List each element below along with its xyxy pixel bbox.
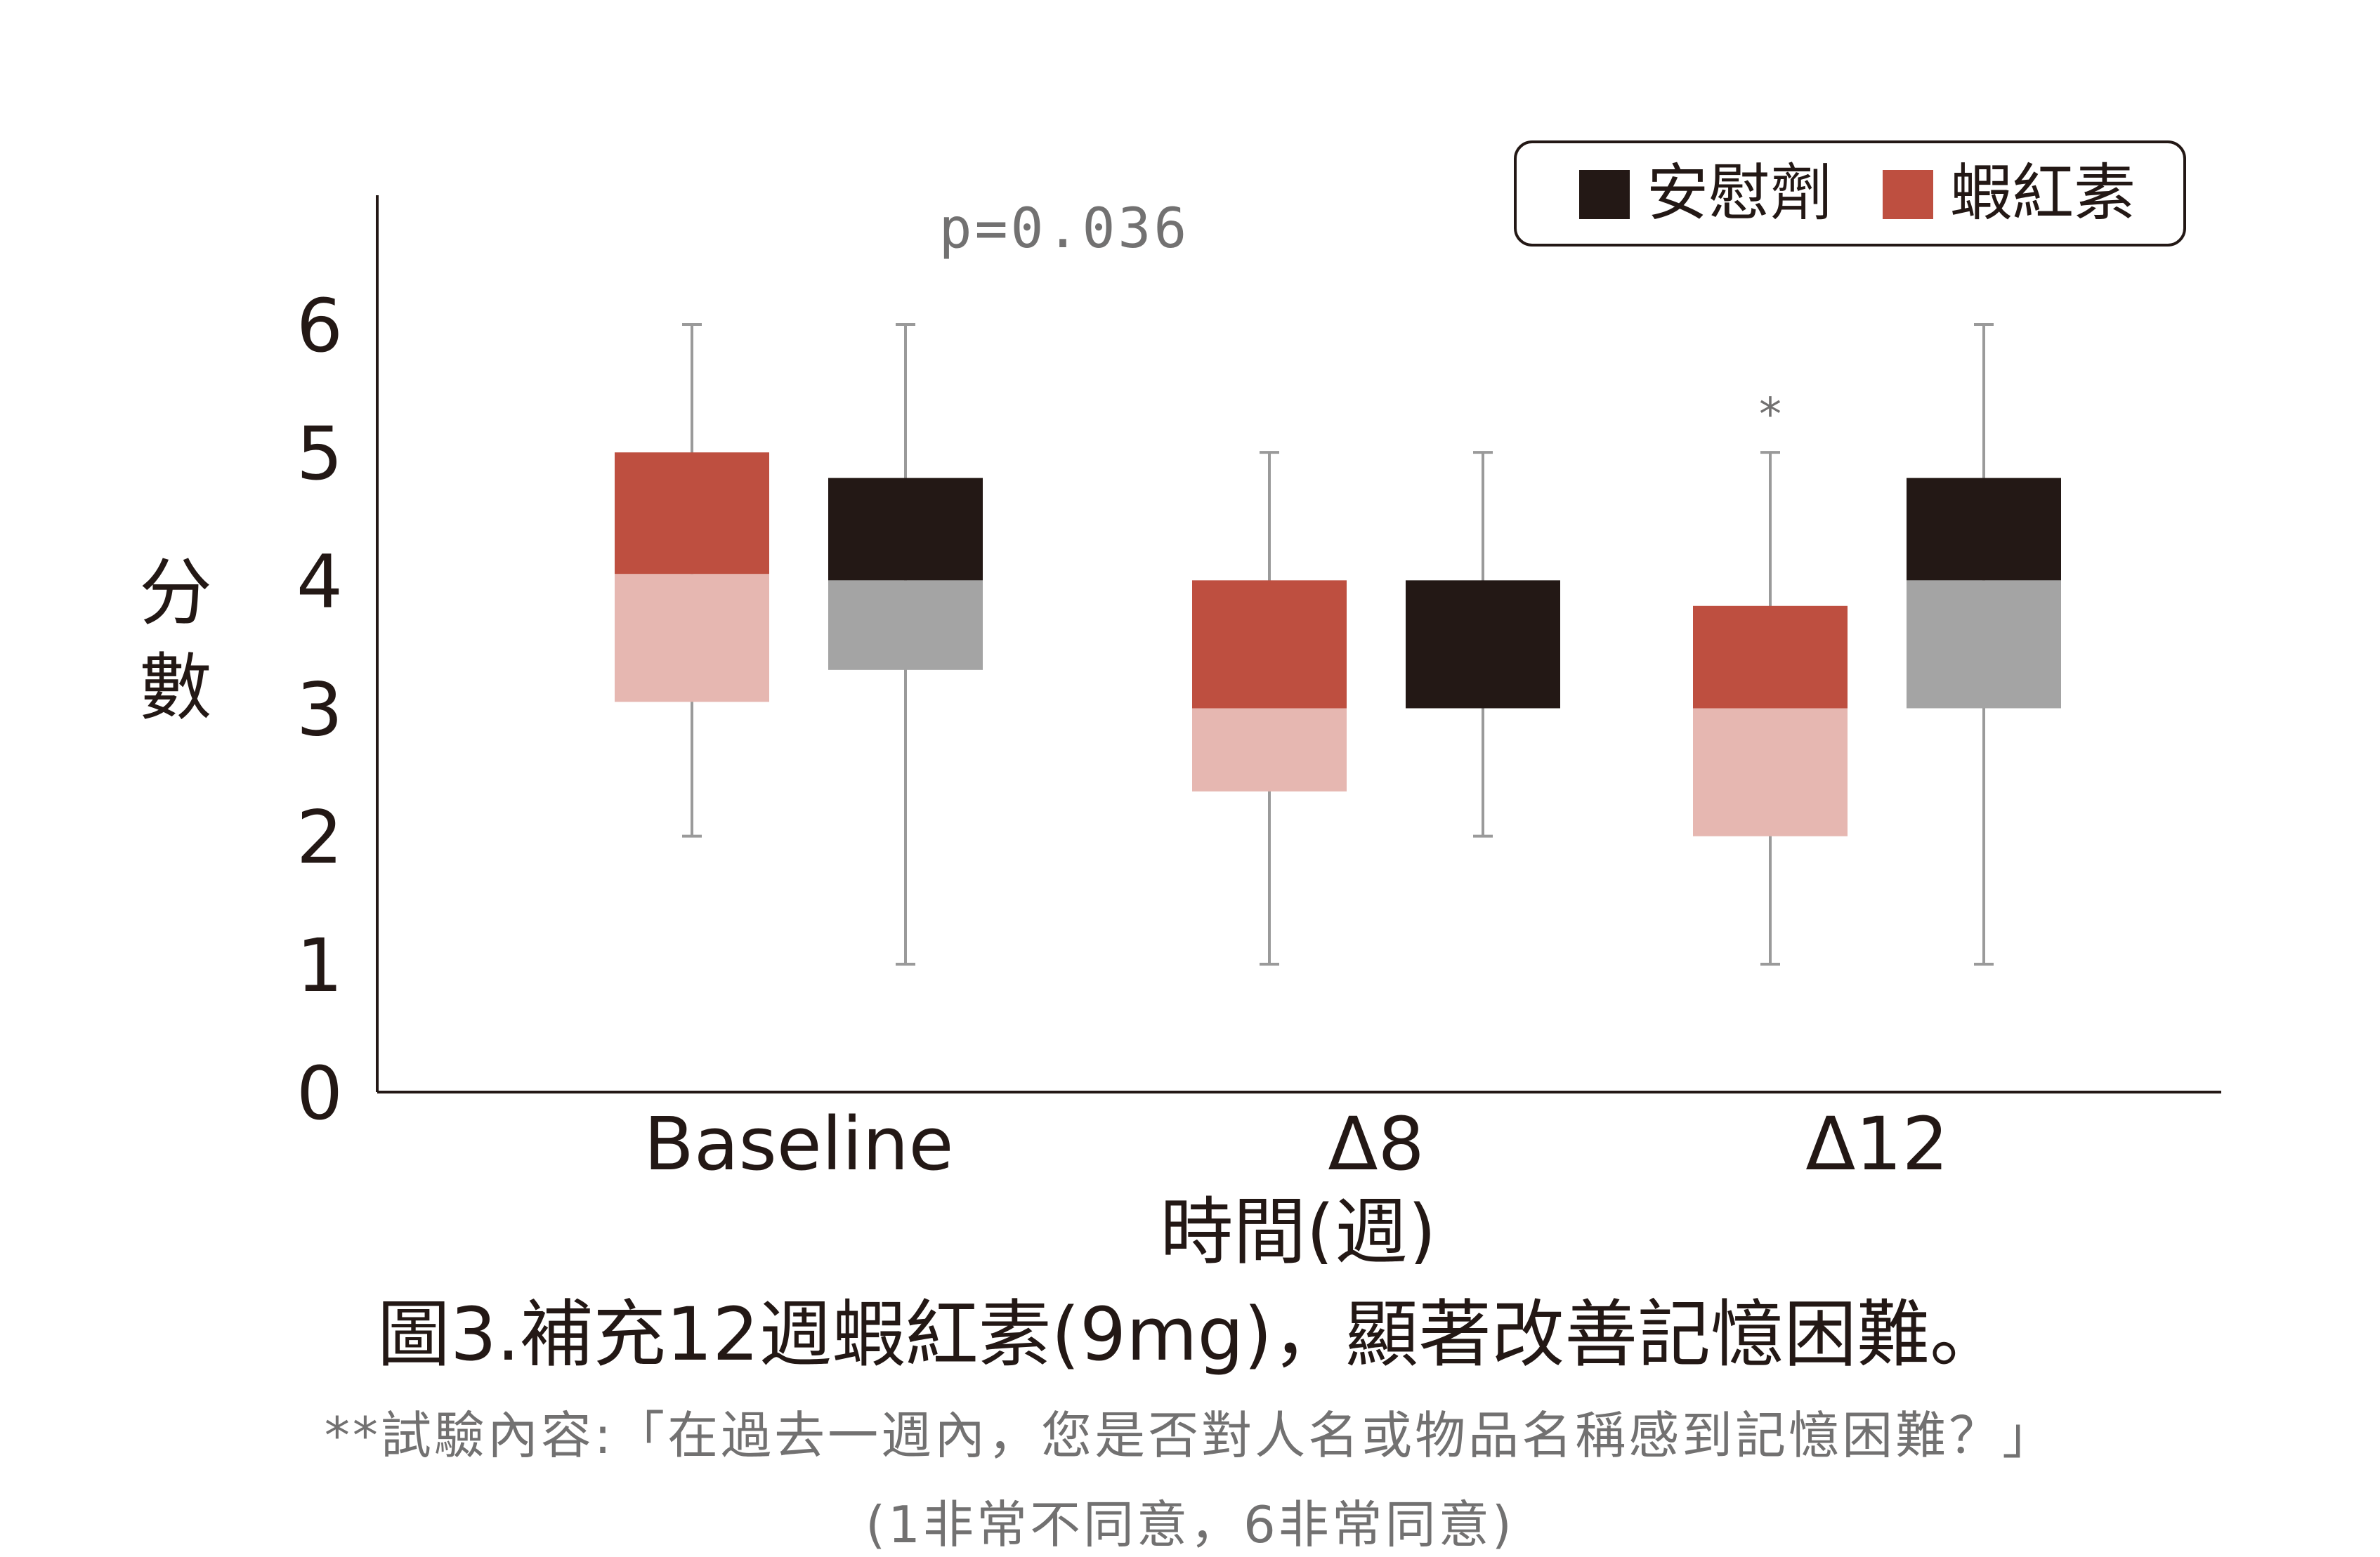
box-upper-quartile [1693,605,1848,709]
legend-swatch [1883,170,1933,219]
box-upper-quartile [1406,580,1560,709]
x-tick-label: Δ12 [1805,1101,1948,1187]
box-upper-quartile [615,452,769,574]
y-tick-label: 1 [296,923,343,1009]
box-0-1 [1192,451,1347,966]
axes: 0 1 2 3 4 5 6 分數 Baseline Δ8 Δ12 時間(週) [139,195,2221,1264]
significance-asterisk: * [1759,389,1781,441]
box-1-0 [828,323,983,966]
legend-swatch [1579,170,1630,219]
box-upper-quartile [1192,580,1347,709]
y-tick-label: 3 [296,667,343,753]
box-0-0 [615,323,769,838]
legend-label: 蝦紅素 [1950,157,2136,229]
box-lower-quartile [1192,708,1347,791]
legend-box [1514,140,2186,247]
p-value-annotation: p=0.036 [939,197,1190,261]
box-upper-quartile [1907,478,2061,581]
box-0-2 [1693,451,1848,966]
box-1-1 [1406,451,1560,838]
legend-label: 安慰劑 [1647,157,1832,229]
annotations: p=0.036 * [939,197,1781,441]
y-tick-label: 6 [296,283,343,369]
box-lower-quartile [615,574,769,702]
x-tick-label: Baseline [644,1101,954,1187]
box-lower-quartile [828,580,983,670]
box-upper-quartile [828,478,983,581]
box-plot-chart: 0 1 2 3 4 5 6 分數 Baseline Δ8 Δ12 時間(週) p=0.036 * 安慰劑… [139,140,2221,1264]
legend: 安慰劑 蝦紅素 [1514,140,2186,247]
y-tick-label: 4 [296,539,343,624]
x-axis-label: 時間(週) [1160,1189,1436,1264]
box-lower-quartile [1907,580,2061,709]
plot-area [615,323,2061,966]
box-1-2 [1907,323,2061,966]
figure-caption: 圖3.補充12週蝦紅素(9mg)，顯著改善記憶困難。 [377,1292,2003,1377]
y-tick-label: 5 [296,411,343,497]
survey-question-note: **試驗內容:「在過去一週內，您是否對人名或物品名稱感到記憶困難？」 [324,1406,2056,1465]
x-tick-label: Δ8 [1328,1101,1424,1187]
box-lower-quartile [1693,708,1848,836]
y-axis-label-char: 分 [139,550,212,636]
y-tick-label: 2 [296,795,343,881]
scale-note: (1非常不同意，6非常同意) [865,1495,1515,1554]
y-axis-label-char: 數 [139,645,212,730]
y-tick-label: 0 [296,1051,343,1136]
